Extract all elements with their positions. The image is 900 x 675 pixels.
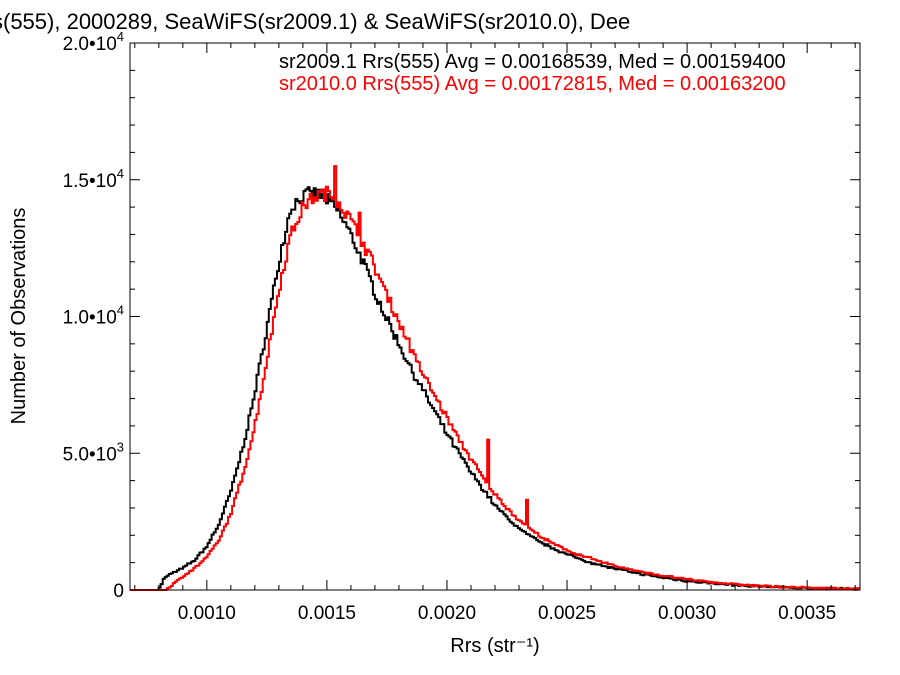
x-tick-label: 0.0020 (418, 603, 476, 624)
plot-frame (129, 42, 861, 591)
x-tick-label: 0.0025 (538, 603, 596, 624)
x-tick-label: 0.0010 (178, 603, 236, 624)
series-line-1 (130, 186, 860, 591)
y-axis-label: Number of Observations (8, 208, 30, 425)
y-tick-label: 2.0•104 (63, 29, 124, 55)
y-tick-label: 0 (113, 581, 124, 602)
y-tick-label: 1.0•104 (63, 303, 124, 329)
x-tick-label: 0.0035 (778, 603, 836, 624)
x-tick-label: 0.0015 (298, 603, 356, 624)
y-tick-label: 5.0•103 (63, 439, 124, 465)
legend-entry-1: sr2009.1 Rrs(555) Avg = 0.00168539, Med … (279, 51, 786, 73)
chart-legend: sr2009.1 Rrs(555) Avg = 0.00168539, Med … (279, 51, 786, 95)
y-tick-label: 1.5•104 (63, 166, 124, 192)
legend-entry-2: sr2010.0 Rrs(555) Avg = 0.00172815, Med … (279, 73, 786, 95)
y-axis-ticks: 0 5.0•103 1.0•104 1.5•104 2.0•104 (63, 29, 860, 602)
series-line-2 (130, 165, 860, 591)
x-tick-label: 0.0030 (658, 603, 716, 624)
x-axis-ticks: 0.0010 0.0015 0.0020 0.0025 0.0030 0.0035 (134, 43, 856, 624)
chart-title: s(555), 2000289, SeaWiFS(sr2009.1) & Sea… (0, 9, 630, 34)
plot-series (130, 165, 860, 591)
x-axis-label: Rrs (str⁻¹) (450, 635, 539, 657)
